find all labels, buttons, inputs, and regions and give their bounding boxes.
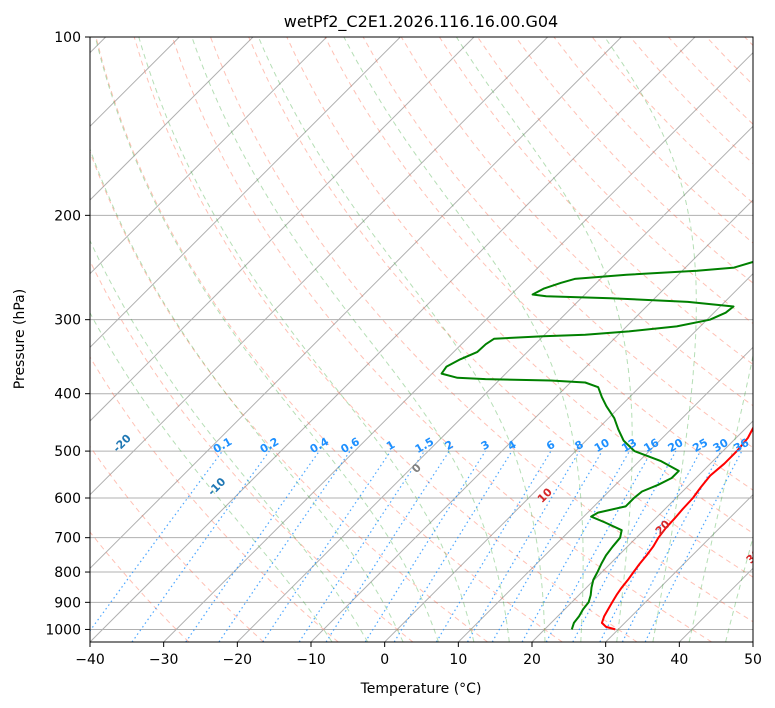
dry-adiabat-line: [248, 37, 753, 578]
isotherm-line: [531, 420, 753, 642]
x-axis-label: Temperature (°C): [360, 681, 482, 697]
temperature-profile-line: [600, 426, 753, 631]
mixing-ratio-line: [218, 450, 351, 642]
dry-adiabat-line: [210, 37, 753, 623]
y-axis-label: Pressure (hPa): [12, 289, 28, 389]
isotherm-line: [90, 37, 696, 642]
dry-adiabats: [90, 37, 753, 642]
mixing-ratio-line: [466, 450, 580, 642]
moist-adiabat-line: [138, 37, 475, 642]
dry-adiabat-line: [171, 37, 712, 642]
x-tick-label: −20: [223, 652, 253, 668]
isotherm-line: [90, 37, 328, 275]
dry-adiabat-line: [90, 150, 488, 642]
moist-adiabat-line: [688, 353, 753, 642]
moist-adiabat-line: [90, 147, 404, 642]
moist-adiabat-line: [191, 37, 510, 642]
dry-adiabat-line: [438, 37, 753, 366]
moist-adiabat-line: [455, 37, 633, 642]
moist-adiabat-line: [343, 37, 584, 642]
y-tick-label: 800: [54, 565, 81, 581]
dry-adiabat-line: [95, 37, 563, 642]
dry-adiabat-line: [400, 37, 753, 407]
mixing-ratio-line: [325, 450, 450, 642]
y-tick-label: 300: [54, 313, 81, 329]
isobar-gridlines: [90, 37, 753, 630]
mixing-ratio-line: [185, 450, 320, 642]
moist-adiabat-line: [90, 311, 333, 642]
dry-adiabat-line: [90, 259, 414, 642]
dry-adiabat-line: [133, 37, 638, 642]
plot-frame: [89, 36, 754, 643]
x-tick-label: 50: [744, 652, 762, 668]
y-tick-label: 1000: [45, 622, 81, 638]
y-tick-label: 600: [54, 491, 81, 507]
dry-adiabat-line: [515, 37, 753, 284]
x-tick-label: −30: [149, 652, 179, 668]
isotherm-line: [236, 125, 753, 642]
moist-adiabat-line: [90, 239, 369, 642]
x-tick-label: 20: [523, 652, 541, 668]
isotherm-gridlines: [90, 37, 753, 642]
isotherm-line: [605, 493, 753, 642]
y-tick-label: 900: [54, 595, 81, 611]
x-tick-label: 10: [449, 652, 467, 668]
x-axis: −40 −30 −20 −10 0 10 20 30 40 50: [75, 642, 762, 668]
x-tick-label: −40: [75, 652, 105, 668]
moist-adiabat-label: 30: [744, 546, 764, 566]
isotherm-line: [457, 346, 753, 642]
isotherm-line: [163, 51, 753, 642]
moist-adiabat-line: [725, 535, 753, 642]
mixing-ratio-line: [599, 450, 702, 642]
mixing-ratio-line: [298, 450, 425, 642]
isotherm-line: [90, 37, 254, 201]
x-tick-label: 0: [380, 652, 389, 668]
x-tick-label: −10: [296, 652, 326, 668]
dewpoint-profile-line: [440, 260, 753, 630]
moist-adiabat-line: [94, 37, 439, 642]
mixing-ratio-line: [435, 450, 552, 642]
mixing-ratio-line: [393, 450, 513, 642]
y-axis: 100 200 300 400 500 600 700 800 900 1000: [45, 30, 90, 638]
dry-adiabat-line: [90, 445, 264, 642]
isotherm-line: [310, 199, 753, 642]
mixing-ratio-lines: [90, 450, 743, 642]
moist-adiabat-line: [604, 37, 697, 642]
mixing-ratio-line: [572, 450, 677, 642]
dry-adiabat-line: [90, 531, 190, 642]
x-tick-label: 40: [670, 652, 688, 668]
y-tick-label: 200: [54, 208, 81, 224]
y-tick-label: 700: [54, 531, 81, 547]
chart-title: wetPf2_C2E1.2026.116.16.00.G04: [284, 12, 558, 32]
isotherm-line: [384, 272, 753, 642]
dry-adiabat-line: [286, 37, 753, 534]
y-tick-label: 500: [54, 444, 81, 460]
x-tick-label: 30: [597, 652, 615, 668]
y-tick-label: 400: [54, 387, 81, 403]
isotherm-line: [90, 37, 622, 570]
mixing-ratio-line: [364, 450, 486, 642]
moist-adiabats: [90, 37, 753, 642]
isotherm-line: [90, 37, 401, 349]
y-tick-label: 100: [54, 30, 81, 46]
mixing-ratio-line: [262, 450, 392, 642]
isotherm-line: [90, 37, 549, 496]
profile-lines: [440, 260, 753, 631]
isotherm-line: [90, 37, 475, 422]
